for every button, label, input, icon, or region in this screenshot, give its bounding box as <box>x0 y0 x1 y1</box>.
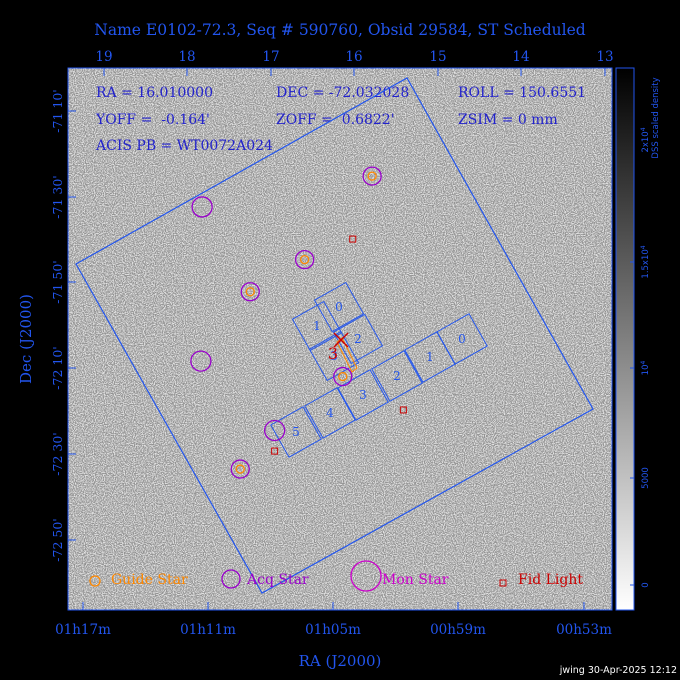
info-zoff: ZOFF = 0.6822' <box>276 112 395 128</box>
field-of-view-box <box>75 77 594 594</box>
guide-star-marker <box>338 371 348 382</box>
acis-chip <box>332 313 384 365</box>
colorbar-tick-label: 104 <box>640 361 652 376</box>
legend-acq-symbol <box>221 569 241 589</box>
legend-guide-symbol <box>89 575 101 587</box>
top-tick-label: 15 <box>429 49 446 65</box>
x-tick-label: 00h59m <box>430 622 486 638</box>
acis-chip <box>337 369 389 421</box>
info-acis: ACIS PB = WT0072A024 <box>95 138 273 154</box>
acq-star-marker <box>191 196 213 218</box>
guide-star-marker <box>235 464 245 474</box>
acis-chip <box>313 281 365 333</box>
fid-light-marker <box>399 406 407 414</box>
colorbar-tick-label: 5000 <box>641 467 651 489</box>
chip-label: 0 <box>335 300 343 314</box>
top-tick-label: 19 <box>95 49 112 65</box>
x-tick-label: 00h53m <box>556 622 612 638</box>
chip-label: 2 <box>354 332 362 346</box>
top-tick-label: 18 <box>178 49 195 65</box>
acq-star-marker <box>190 350 212 372</box>
acis-chip <box>308 330 360 382</box>
x-tick-label: 01h11m <box>180 622 236 638</box>
legend-fid-label: Fid Light <box>518 572 583 588</box>
guide-star-marker <box>367 171 377 181</box>
acq-star-marker <box>263 419 286 442</box>
x-tick-label: 01h17m <box>55 622 111 638</box>
chart-title: Name E0102-72.3, Seq # 590760, Obsid 295… <box>94 21 585 39</box>
top-tick-label: 16 <box>345 49 362 65</box>
y-tick-label: -71 50' <box>50 260 65 303</box>
chip-label: 3 <box>330 349 338 363</box>
x-axis-label: RA (J2000) <box>299 652 382 670</box>
colorbar-max-label: 2x104 <box>640 127 652 152</box>
info-zsim: ZSIM = 0 mm <box>458 112 558 128</box>
x-tick-label: 01h05m <box>305 622 361 638</box>
chip-label: 1 <box>313 319 321 333</box>
info-yoff: YOFF = -0.164' <box>95 112 210 128</box>
footer-stamp: jwing 30-Apr-2025 12:12 <box>559 665 677 676</box>
legend-fid-symbol <box>499 579 507 587</box>
colorbar-title: DSS scaled density <box>651 77 661 158</box>
chip-label: 1 <box>426 350 434 364</box>
guide-star-outer-marker <box>240 282 260 302</box>
target-cross-b <box>333 332 349 348</box>
y-tick-label: -72 10' <box>50 346 65 389</box>
guide-star-outer-marker <box>230 459 250 479</box>
top-tick-label: 17 <box>262 49 279 65</box>
y-tick-label: -71 30' <box>50 175 65 218</box>
colorbar-tick-label: 1.5x104 <box>640 245 652 278</box>
y-axis-label: Dec (J2000) <box>17 294 35 384</box>
top-tick-label: 13 <box>596 49 613 65</box>
colorbar-tick-label: 0 <box>641 582 651 587</box>
info-dec: DEC = -72.032028 <box>276 85 409 101</box>
info-ra: RA = 16.010000 <box>96 85 213 101</box>
acis-chip <box>270 406 322 458</box>
acis-chip <box>371 350 423 402</box>
y-tick-label: -72 50' <box>50 518 65 561</box>
target-offset-box <box>336 337 358 373</box>
y-tick-label: -71 10' <box>50 89 65 132</box>
acis-chip <box>404 331 456 383</box>
y-tick-label: -72 30' <box>50 432 65 475</box>
target-label: 3 <box>328 344 338 363</box>
plot-frame <box>67 67 613 611</box>
chip-label: 4 <box>326 406 334 420</box>
colorbar <box>615 67 635 611</box>
legend-guide-label: Guide Star <box>111 572 188 588</box>
chip-label: 3 <box>359 388 367 402</box>
legend-mon-label: Mon Star <box>382 572 449 588</box>
guide-star-outer-marker <box>294 249 315 270</box>
acis-chip <box>304 387 356 439</box>
legend-mon-symbol <box>350 560 382 592</box>
fid-light-marker <box>271 447 279 455</box>
guide-star-outer-marker <box>333 366 353 387</box>
guide-star-marker <box>299 254 310 265</box>
legend-acq-label: Acq Star <box>246 572 309 588</box>
fid-light-marker <box>349 235 357 243</box>
guide-star-outer-marker <box>362 166 382 186</box>
top-tick-label: 14 <box>512 49 529 65</box>
info-roll: ROLL = 150.6551 <box>458 85 586 101</box>
chip-label: 5 <box>292 425 300 439</box>
chip-label: 0 <box>458 332 466 346</box>
chip-label: 2 <box>393 369 401 383</box>
guide-star-marker <box>245 287 255 297</box>
